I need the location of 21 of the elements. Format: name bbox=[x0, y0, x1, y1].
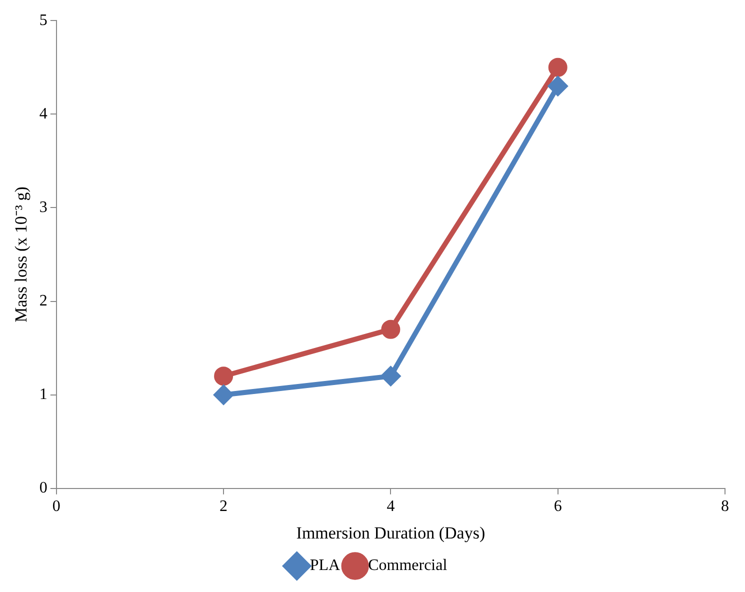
point bbox=[548, 58, 568, 77]
point bbox=[381, 320, 400, 339]
point bbox=[381, 366, 400, 386]
point bbox=[214, 385, 234, 404]
y-tick-label: 3 bbox=[39, 198, 48, 216]
y-tick-label: 1 bbox=[39, 386, 48, 404]
y-tick-label: 5 bbox=[39, 12, 48, 29]
y-tick-label: 0 bbox=[39, 480, 48, 497]
legend-label: PLA bbox=[310, 557, 341, 574]
point bbox=[214, 366, 234, 386]
y-tick-label: 4 bbox=[39, 105, 48, 122]
x-axis-title: Immersion Duration (Days) bbox=[296, 523, 486, 542]
x-tick-label: 4 bbox=[386, 498, 395, 516]
x-tick-label: 8 bbox=[721, 498, 729, 516]
point bbox=[548, 76, 568, 96]
legend-label: Commercial bbox=[368, 557, 448, 574]
x-tick-label: 0 bbox=[52, 498, 60, 516]
x-tick-label: 6 bbox=[554, 498, 562, 516]
y-axis-title: Mass loss (x 10⁻³ g) bbox=[12, 186, 31, 322]
x-tick-label: 2 bbox=[220, 498, 228, 516]
y-tick-label: 2 bbox=[39, 292, 48, 310]
